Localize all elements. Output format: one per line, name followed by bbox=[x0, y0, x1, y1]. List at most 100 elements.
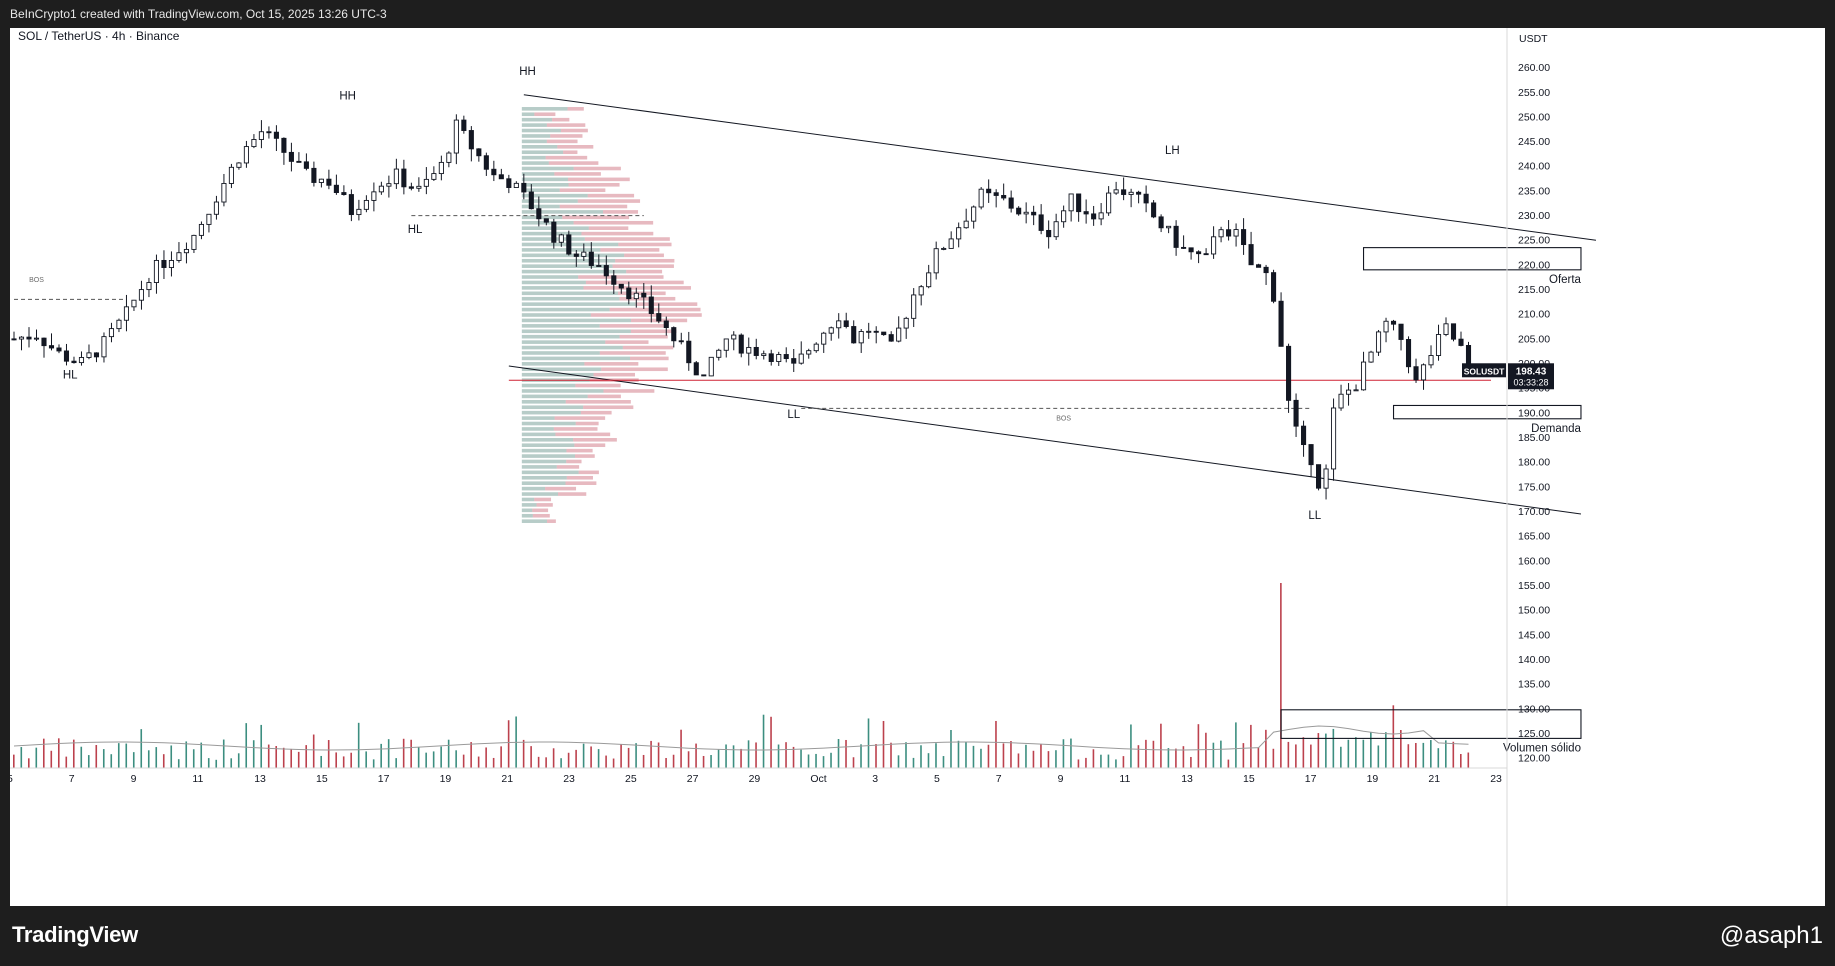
channel-trendline bbox=[508, 365, 1582, 515]
volume-bar bbox=[80, 746, 83, 768]
volume-profile-up bbox=[521, 172, 555, 176]
volume-profile-up bbox=[521, 329, 631, 334]
candle-up bbox=[363, 199, 369, 210]
volume-bar bbox=[1280, 583, 1282, 768]
y-tick-label: 170.00 bbox=[1518, 506, 1550, 518]
symbol-description[interactable]: SOL / TetherUS · 4h · Binance bbox=[18, 29, 180, 43]
volume-profile-down bbox=[622, 345, 674, 350]
candle-up bbox=[716, 349, 722, 358]
candle-down bbox=[1196, 251, 1202, 255]
volume-bar bbox=[350, 752, 352, 768]
candle-down bbox=[671, 327, 677, 342]
volume-bar bbox=[125, 743, 128, 768]
volume-bar bbox=[732, 745, 735, 768]
y-tick-label: 140.00 bbox=[1518, 654, 1550, 666]
candle-up bbox=[776, 354, 782, 362]
volume-profile-down bbox=[532, 513, 550, 518]
candle-up bbox=[386, 183, 392, 187]
volume-bar bbox=[792, 746, 795, 768]
candle-down bbox=[1241, 229, 1247, 246]
volume-bar bbox=[20, 747, 23, 768]
candle-down bbox=[603, 265, 609, 277]
volume-profile-down bbox=[630, 356, 669, 361]
volume-bar bbox=[1010, 741, 1012, 768]
y-tick-label: 235.00 bbox=[1518, 185, 1550, 197]
candle-down bbox=[1301, 425, 1307, 446]
volume-bar bbox=[1467, 752, 1470, 768]
volume-profile-down bbox=[575, 421, 599, 426]
x-tick-label: 7 bbox=[996, 773, 1002, 785]
volume-profile-up bbox=[521, 405, 584, 410]
candle-up bbox=[1128, 191, 1134, 195]
volume-bar bbox=[702, 755, 705, 768]
y-tick-label: 225.00 bbox=[1518, 235, 1550, 247]
volume-profile-down bbox=[575, 454, 595, 458]
volume-bar bbox=[1257, 747, 1260, 768]
chart-frame[interactable]: Oferta Demanda Volumen sólido HH HH HL HL LL LH… bbox=[10, 28, 1825, 906]
volume-profile-down bbox=[619, 296, 676, 301]
volume-bar bbox=[312, 734, 315, 768]
volume-bar bbox=[897, 755, 900, 768]
candle-down bbox=[1136, 191, 1142, 195]
volume-bar bbox=[462, 754, 465, 768]
volume-profile-down bbox=[566, 459, 582, 464]
candle-up bbox=[1428, 355, 1434, 366]
candle-up bbox=[1023, 211, 1029, 215]
volume-profile-up bbox=[521, 443, 575, 448]
candle-up bbox=[108, 328, 115, 338]
volume-bar bbox=[1025, 744, 1027, 768]
candle-up bbox=[633, 292, 639, 300]
candle-down bbox=[1188, 247, 1194, 253]
attribution-bar: BeInCrypto1 created with TradingView.com… bbox=[0, 0, 1835, 28]
volume-bar bbox=[672, 754, 675, 768]
volume-profile-up bbox=[521, 481, 566, 485]
volume-profile-down bbox=[550, 134, 583, 138]
volume-profile-down bbox=[630, 329, 677, 334]
candle-down bbox=[11, 338, 17, 341]
volume-profile-down bbox=[603, 389, 655, 393]
candle-down bbox=[1038, 214, 1044, 231]
candle-up bbox=[903, 317, 909, 329]
candle-up bbox=[963, 220, 969, 229]
volume-profile-up bbox=[521, 437, 574, 442]
candle-up bbox=[168, 260, 174, 268]
candle-down bbox=[1398, 323, 1404, 340]
volume-profile-up bbox=[521, 117, 553, 122]
chart-canvas[interactable]: Oferta Demanda Volumen sólido HH HH HL HL LL LH… bbox=[10, 28, 1825, 906]
volume-bar bbox=[102, 749, 105, 768]
tradingview-logo[interactable]: TradingView bbox=[12, 922, 138, 948]
volume-bar bbox=[1047, 751, 1050, 768]
volume-profile-down bbox=[567, 177, 630, 182]
volume-bar bbox=[935, 743, 937, 768]
volume-bar bbox=[755, 742, 757, 768]
volume-profile-down bbox=[560, 128, 588, 133]
volume-bar bbox=[972, 745, 975, 768]
volume-bar bbox=[1115, 759, 1117, 768]
candle-down bbox=[551, 221, 557, 243]
candle-down bbox=[1091, 213, 1097, 220]
y-tick-label: 145.00 bbox=[1518, 629, 1550, 641]
candle-up bbox=[176, 252, 182, 261]
structure-label: LL bbox=[1308, 510, 1321, 522]
x-tick-label: 15 bbox=[316, 773, 328, 785]
candle-up bbox=[1113, 189, 1119, 194]
volume-profile-up bbox=[521, 166, 574, 171]
candle-up bbox=[806, 350, 812, 355]
volume-bar bbox=[1377, 745, 1380, 768]
x-tick-label: 23 bbox=[1490, 773, 1502, 785]
volume-bar bbox=[425, 752, 427, 768]
y-tick-label: 185.00 bbox=[1518, 432, 1550, 444]
structure-label: LH bbox=[1165, 145, 1180, 157]
volume-profile-up bbox=[521, 475, 567, 480]
volume-bar bbox=[335, 752, 337, 768]
candle-up bbox=[213, 201, 219, 215]
volume-profile-down bbox=[559, 188, 606, 193]
candle-up bbox=[821, 332, 827, 345]
volume-profile-up bbox=[521, 188, 560, 193]
volume-profile-up bbox=[521, 362, 585, 366]
candle-down bbox=[281, 137, 287, 153]
x-tick-label: 11 bbox=[192, 773, 203, 785]
tradingview-logo-text: TradingView bbox=[12, 922, 138, 947]
volume-bar bbox=[507, 720, 510, 768]
candle-down bbox=[1121, 189, 1127, 195]
